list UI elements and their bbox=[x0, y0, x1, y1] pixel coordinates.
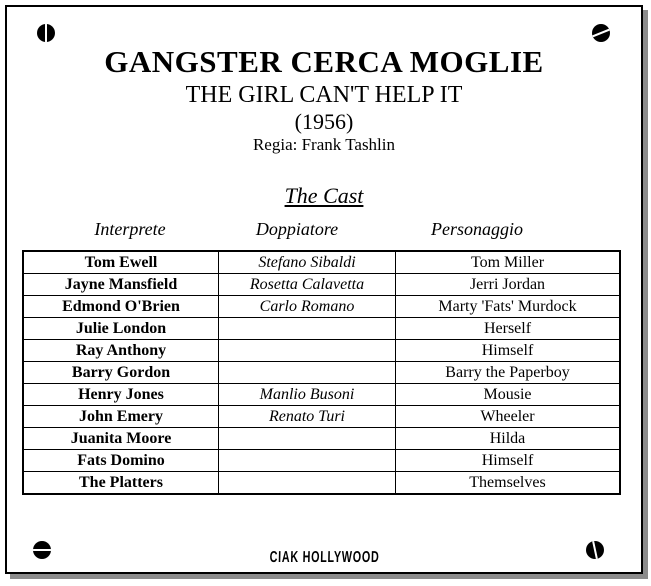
table-row: Barry Gordon Barry the Paperboy bbox=[22, 361, 621, 384]
table-row: John Emery Renato Turi Wheeler bbox=[22, 405, 621, 428]
studio-logo-text: CIAK HOLLYWOOD bbox=[269, 548, 380, 566]
actor-cell: Henry Jones bbox=[22, 383, 219, 406]
table-row: Ray Anthony Himself bbox=[22, 339, 621, 362]
table-row: Juanita Moore Hilda bbox=[22, 427, 621, 450]
actor-cell: Juanita Moore bbox=[22, 427, 219, 450]
column-header-doppiatore: Doppiatore bbox=[255, 219, 339, 239]
character-cell: Hilda bbox=[395, 427, 621, 450]
dubber-cell: Stefano Sibaldi bbox=[218, 250, 396, 274]
character-cell: Barry the Paperboy bbox=[395, 361, 621, 384]
actor-cell: Jayne Mansfield bbox=[22, 273, 219, 296]
dubber-cell bbox=[218, 427, 396, 450]
table-row: Jayne Mansfield Rosetta Calavetta Jerri Jo… bbox=[22, 273, 621, 296]
dubber-cell: Manlio Busoni bbox=[218, 383, 396, 406]
character-cell: Herself bbox=[395, 317, 621, 340]
screw-icon bbox=[592, 24, 610, 42]
actor-cell: Fats Domino bbox=[22, 449, 219, 472]
release-year: (1956) bbox=[294, 109, 354, 134]
character-cell: Themselves bbox=[395, 471, 621, 495]
studio-logo: CIAK HOLLYWOOD bbox=[7, 548, 641, 567]
dubber-cell bbox=[218, 449, 396, 472]
screw-icon bbox=[33, 541, 51, 559]
cast-heading: The Cast bbox=[7, 183, 641, 209]
column-header-personaggio: Personaggio bbox=[431, 219, 523, 239]
actor-cell: Ray Anthony bbox=[22, 339, 219, 362]
actor-cell: Barry Gordon bbox=[22, 361, 219, 384]
original-title: THE GIRL CAN'T HELP IT bbox=[185, 82, 463, 108]
character-cell: Mousie bbox=[395, 383, 621, 406]
director-credit: Regia: Frank Tashlin bbox=[252, 135, 396, 154]
table-row: Fats Domino Himself bbox=[22, 449, 621, 472]
character-cell: Himself bbox=[395, 339, 621, 362]
actor-cell: Edmond O'Brien bbox=[22, 295, 219, 318]
character-cell: Tom Miller bbox=[395, 250, 621, 274]
dubber-cell bbox=[218, 339, 396, 362]
table-row: Julie London Herself bbox=[22, 317, 621, 340]
screw-icon bbox=[37, 24, 55, 42]
table-row: The Platters Themselves bbox=[22, 471, 621, 495]
screw-icon bbox=[586, 541, 604, 559]
dubber-cell: Renato Turi bbox=[218, 405, 396, 428]
page-title: GANGSTER CERCA MOGLIE bbox=[104, 44, 544, 79]
character-cell: Himself bbox=[395, 449, 621, 472]
dubber-cell bbox=[218, 317, 396, 340]
dubber-cell bbox=[218, 471, 396, 495]
dubber-cell: Rosetta Calavetta bbox=[218, 273, 396, 296]
character-cell: Jerri Jordan bbox=[395, 273, 621, 296]
cast-table-body: Tom Ewell Stefano Sibaldi Tom Miller Jayne … bbox=[22, 250, 621, 495]
cast-heading-text: The Cast bbox=[284, 183, 364, 208]
character-cell: Wheeler bbox=[395, 405, 621, 428]
table-row: Tom Ewell Stefano Sibaldi Tom Miller bbox=[22, 250, 621, 274]
actor-cell: Tom Ewell bbox=[22, 250, 219, 274]
character-cell: Marty 'Fats' Murdock bbox=[395, 295, 621, 318]
dubber-cell bbox=[218, 361, 396, 384]
cast-plaque: GANGSTER CERCA MOGLIE THE GIRL CAN'T HEL… bbox=[5, 5, 643, 574]
table-column-headers: Interprete Doppiatore Personaggio bbox=[7, 219, 641, 241]
column-header-interprete: Interprete bbox=[94, 219, 166, 239]
dubber-cell: Carlo Romano bbox=[218, 295, 396, 318]
table-row: Henry Jones Manlio Busoni Mousie bbox=[22, 383, 621, 406]
actor-cell: The Platters bbox=[22, 471, 219, 495]
cast-table: Tom Ewell Stefano Sibaldi Tom Miller Jayne … bbox=[22, 250, 621, 495]
actor-cell: Julie London bbox=[22, 317, 219, 340]
table-row: Edmond O'Brien Carlo Romano Marty 'Fats' M… bbox=[22, 295, 621, 318]
actor-cell: John Emery bbox=[22, 405, 219, 428]
